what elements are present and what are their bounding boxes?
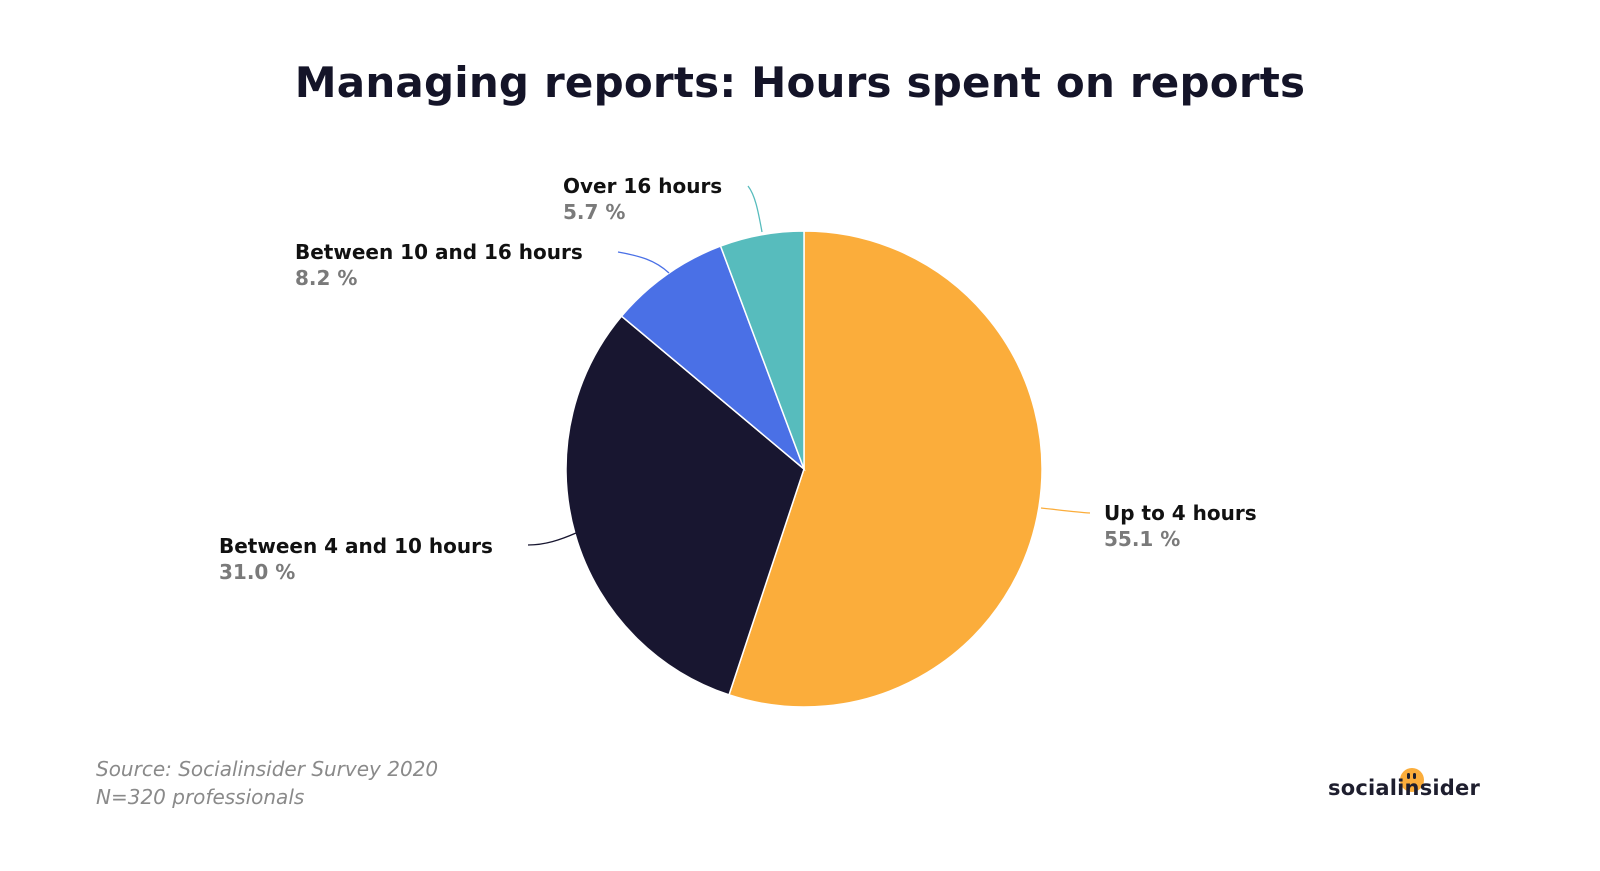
slice-percentage: 5.7 % (563, 200, 625, 224)
logo-text: socialinsider (1328, 776, 1481, 800)
source-note: Source: Socialinsider Survey 2020 N=320 … (96, 755, 438, 811)
slice-label: Between 10 and 16 hours (295, 240, 583, 264)
sample-size-line: N=320 professionals (96, 785, 305, 809)
slice-percentage: 55.1 % (1104, 527, 1180, 551)
slice-percentage: 31.0 % (219, 560, 295, 584)
pie-slice (728, 230, 1043, 708)
leader-line (617, 251, 670, 274)
slice-label: Over 16 hours (563, 174, 722, 198)
slice-percentage: 8.2 % (295, 266, 357, 290)
logo-dot-icon (1400, 768, 1424, 792)
slice-label: Between 4 and 10 hours (219, 534, 493, 558)
socialinsider-logo: socialinsider (1328, 768, 1488, 810)
pie-slice (620, 245, 806, 472)
source-line: Source: Socialinsider Survey 2020 (96, 757, 439, 781)
slice-label: Up to 4 hours (1104, 501, 1257, 525)
chart-title: Managing reports: Hours spent on reports (294, 58, 1306, 107)
leader-line (1040, 507, 1091, 514)
pie-slice (719, 230, 805, 470)
leader-line (527, 532, 577, 546)
leader-line (747, 185, 763, 233)
